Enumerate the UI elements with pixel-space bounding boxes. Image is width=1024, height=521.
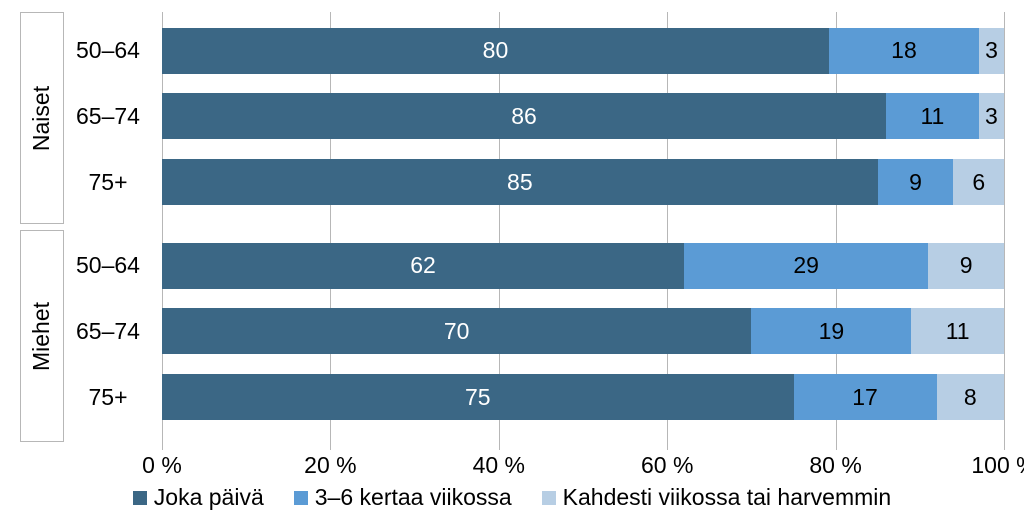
legend-item-weekly: 3–6 kertaa viikossa <box>294 484 512 511</box>
bar-track: 80 18 3 <box>162 28 1004 74</box>
bar-segment-daily: 86 <box>162 93 886 139</box>
rows-column: 50–648018365–748611375+859650–646229965–… <box>64 12 1004 442</box>
tier-label-text: Miehet <box>29 301 56 370</box>
x-tick: 60 % <box>641 452 693 479</box>
legend-swatch <box>133 491 147 505</box>
legend-swatch <box>294 491 308 505</box>
bar-track: 86 11 3 <box>162 93 1004 139</box>
bar-row: 75+ 85 9 6 <box>64 159 1004 205</box>
tier-labels-column: Naiset Miehet <box>20 12 64 442</box>
bar-value: 18 <box>891 37 917 64</box>
bar-track: 70 19 11 <box>162 308 1004 354</box>
bar-segment-rarely: 8 <box>937 374 1004 420</box>
bar-value: 11 <box>946 318 970 345</box>
bar-track: 75 17 8 <box>162 374 1004 420</box>
bar-segment-weekly: 9 <box>878 159 954 205</box>
bar-segment-weekly: 11 <box>886 93 979 139</box>
tier-label: Miehet <box>20 230 64 442</box>
gridline <box>1004 12 1005 450</box>
tier-label: Naiset <box>20 12 64 224</box>
bar-segment-daily: 80 <box>162 28 829 74</box>
bar-value: 62 <box>410 252 436 279</box>
chart-area: NaisetMiehet 50–648018365–748611375+8596… <box>20 12 1004 442</box>
bar-segment-weekly: 19 <box>751 308 911 354</box>
bar-segment-rarely: 3 <box>979 93 1004 139</box>
bar-segment-daily: 85 <box>162 159 878 205</box>
bar-row: 65–74 86 11 3 <box>64 93 1004 139</box>
bar-value: 29 <box>793 252 819 279</box>
x-axis: 0 %20 %40 %60 %80 %100 % <box>162 442 1004 482</box>
bar-segment-daily: 62 <box>162 243 684 289</box>
x-tick: 0 % <box>142 452 182 479</box>
bar-segment-daily: 75 <box>162 374 794 420</box>
bar-row: 75+ 75 17 8 <box>64 374 1004 420</box>
x-tick: 80 % <box>809 452 861 479</box>
bar-value: 17 <box>852 384 878 411</box>
bar-value: 3 <box>985 103 998 130</box>
x-tick: 20 % <box>304 452 356 479</box>
bar-segment-rarely: 9 <box>928 243 1004 289</box>
bar-segment-daily: 70 <box>162 308 751 354</box>
bar-value: 6 <box>972 169 985 196</box>
legend-swatch <box>542 491 556 505</box>
row-label: 75+ <box>64 169 162 196</box>
bar-value: 9 <box>909 169 922 196</box>
bar-value: 80 <box>483 37 509 64</box>
tier-rows: 50–64 80 18 3 65–74 86 11 3 75+ 85 9 6 <box>64 12 1004 221</box>
row-label: 50–64 <box>64 252 162 279</box>
bar-segment-rarely: 6 <box>953 159 1004 205</box>
legend-item-daily: Joka päivä <box>133 484 264 511</box>
tier-rows: 50–64 62 29 9 65–74 70 19 11 75+ 75 17 8 <box>64 227 1004 436</box>
bar-segment-weekly: 18 <box>829 28 979 74</box>
legend-label: 3–6 kertaa viikossa <box>315 484 512 511</box>
bar-row: 50–64 62 29 9 <box>64 243 1004 289</box>
bar-track: 62 29 9 <box>162 243 1004 289</box>
bar-segment-weekly: 17 <box>794 374 937 420</box>
bar-segment-rarely: 11 <box>911 308 1004 354</box>
row-label: 65–74 <box>64 318 162 345</box>
tier-label-text: Naiset <box>29 85 56 150</box>
bar-row: 65–74 70 19 11 <box>64 308 1004 354</box>
legend: Joka päivä 3–6 kertaa viikossa Kahdesti vi… <box>20 484 1004 511</box>
bar-value: 86 <box>511 103 537 130</box>
bar-value: 9 <box>960 252 973 279</box>
x-tick: 40 % <box>473 452 525 479</box>
bar-segment-rarely: 3 <box>979 28 1004 74</box>
bar-row: 50–64 80 18 3 <box>64 28 1004 74</box>
bar-value: 70 <box>444 318 470 345</box>
bar-value: 19 <box>819 318 845 345</box>
row-label: 50–64 <box>64 37 162 64</box>
legend-label: Joka päivä <box>154 484 264 511</box>
x-tick: 100 % <box>971 452 1024 479</box>
row-label: 75+ <box>64 384 162 411</box>
bar-value: 8 <box>964 384 977 411</box>
bar-segment-weekly: 29 <box>684 243 928 289</box>
bar-value: 85 <box>507 169 533 196</box>
bar-value: 3 <box>985 37 998 64</box>
bar-track: 85 9 6 <box>162 159 1004 205</box>
legend-label: Kahdesti viikossa tai harvemmin <box>563 484 892 511</box>
bar-value: 11 <box>920 103 944 130</box>
row-label: 65–74 <box>64 103 162 130</box>
legend-item-rarely: Kahdesti viikossa tai harvemmin <box>542 484 892 511</box>
bar-value: 75 <box>465 384 491 411</box>
